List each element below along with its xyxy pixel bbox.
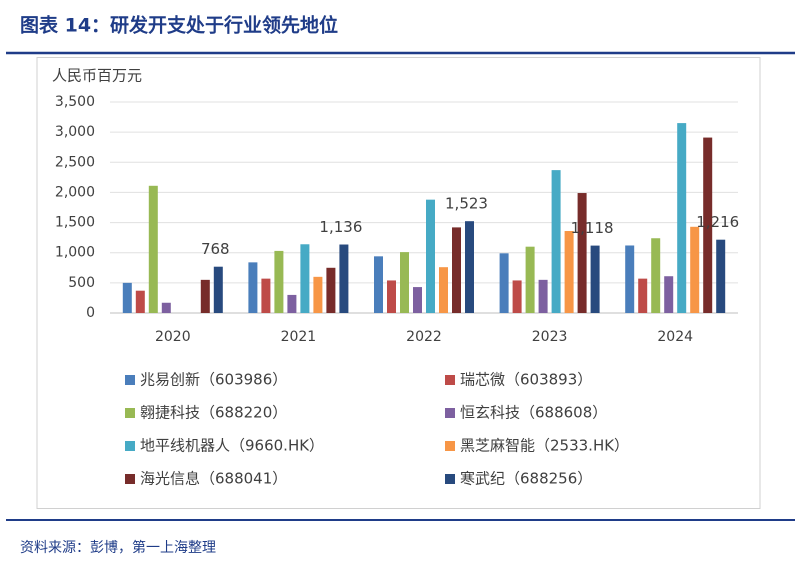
bar [400, 252, 409, 313]
bar [439, 267, 448, 313]
bar [577, 193, 587, 313]
bar [213, 266, 223, 313]
bar [248, 262, 258, 313]
x-tick-label: 2024 [657, 329, 693, 345]
legend-label: 海光信息（688041） [140, 470, 287, 488]
legend-swatch [125, 474, 135, 484]
legend-swatch [445, 375, 455, 385]
bar [525, 246, 535, 313]
bar [638, 278, 648, 313]
bar [313, 276, 323, 313]
bar [651, 238, 661, 313]
bar [387, 280, 396, 313]
bar [161, 302, 171, 313]
bar [452, 227, 461, 313]
bar [677, 123, 687, 313]
y-tick-label: 1,500 [55, 215, 95, 231]
legend-label: 恒玄科技（688608） [460, 404, 607, 422]
y-tick-label: 1,000 [55, 245, 95, 261]
bar [148, 185, 158, 313]
data-label: 1,136 [319, 218, 362, 236]
bar [374, 256, 383, 313]
legend-label: 瑞芯微（603893） [460, 371, 592, 389]
bar [564, 231, 574, 313]
bar [716, 239, 726, 313]
y-tick-label: 0 [86, 305, 95, 321]
y-tick-label: 2,500 [55, 154, 95, 170]
bar [426, 199, 435, 313]
bar [326, 267, 336, 313]
bar [135, 290, 145, 313]
data-label: 768 [201, 240, 230, 258]
legend-swatch [125, 441, 135, 451]
x-tick-label: 2023 [532, 329, 568, 345]
bar [499, 253, 509, 313]
legend-swatch [445, 474, 455, 484]
y-tick-label: 3,500 [55, 94, 95, 110]
legend-label: 兆易创新（603986） [140, 371, 287, 389]
bar [690, 226, 700, 313]
data-label: 1,523 [445, 195, 488, 213]
y-tick-label: 3,000 [55, 124, 95, 140]
bar [300, 244, 310, 313]
chart-frame [36, 57, 761, 509]
source-note: 资料来源：彭博，第一上海整理 [20, 539, 216, 556]
x-tick-label: 2021 [281, 329, 317, 345]
data-label: 1,216 [696, 213, 739, 231]
bar [625, 245, 635, 313]
bar [512, 280, 522, 313]
legend-label: 地平线机器人（9660.HK） [140, 437, 324, 455]
legend-label: 寒武纪（688256） [460, 470, 592, 488]
bar [274, 250, 284, 313]
bar [465, 221, 474, 313]
bar [551, 170, 561, 313]
bar [590, 245, 600, 313]
legend-swatch [445, 441, 455, 451]
bar [287, 294, 297, 313]
y-tick-label: 2,000 [55, 184, 95, 200]
legend-swatch [445, 408, 455, 418]
y-axis-label: 人民币百万元 [52, 67, 142, 85]
x-tick-label: 2020 [155, 329, 191, 345]
bar [538, 279, 548, 313]
legend-label: 黑芝麻智能（2533.HK） [460, 437, 629, 455]
bar [261, 278, 271, 313]
bar [413, 287, 422, 313]
bar [703, 137, 713, 313]
legend-swatch [125, 408, 135, 418]
x-tick-label: 2022 [406, 329, 442, 345]
legend-swatch [125, 375, 135, 385]
data-label: 1,118 [571, 219, 614, 237]
bar [122, 282, 132, 313]
bar [664, 276, 674, 313]
bar [200, 279, 210, 313]
legend-label: 翱捷科技（688220） [140, 404, 287, 422]
y-tick-label: 500 [68, 275, 95, 291]
chart-title: 图表 14：研发开支处于行业领先地位 [20, 14, 338, 37]
bar [339, 244, 349, 313]
